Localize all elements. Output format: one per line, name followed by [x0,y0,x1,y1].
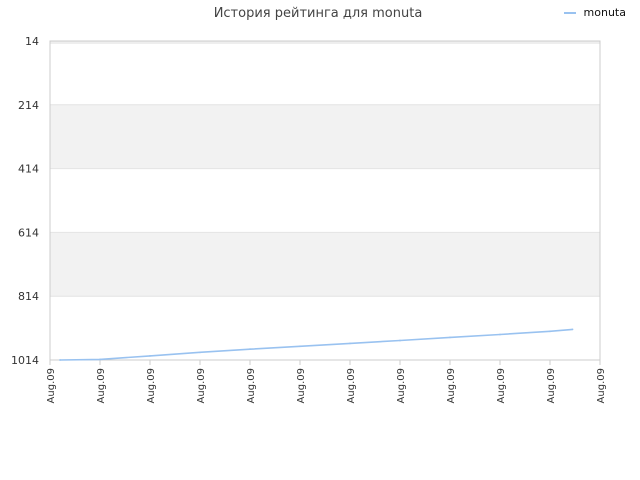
x-tick-label: Aug.09 [296,368,307,403]
x-tick-label: Aug.09 [346,368,357,403]
plot-band [50,296,600,360]
chart-title: История рейтинга для monuta [213,6,423,21]
x-tick-label: Aug.09 [196,368,207,403]
data-point [149,354,151,357]
data-point [299,345,301,348]
data-point [399,339,401,342]
data-point [59,359,61,361]
plot-band [50,232,600,297]
x-tick-label: Aug.09 [396,368,407,403]
x-tick-label: Aug.09 [446,368,457,403]
plot-band [50,104,600,169]
series-line [59,328,573,361]
legend-swatch [563,11,576,14]
plot-border [49,40,601,361]
data-point [499,333,501,336]
x-tick-label: Aug.09 [546,368,557,403]
plot-band [50,168,600,233]
x-tick-label: Aug.09 [146,368,157,403]
legend[interactable]: monuta [563,6,626,19]
data-point [549,330,551,333]
y-tick-label: 614 [18,226,39,239]
data-point [449,336,451,339]
data-point [571,328,574,331]
y-tick-label: 414 [18,163,39,176]
x-tick-label: Aug.09 [96,368,107,403]
data-point [249,348,251,351]
data-point [349,342,351,345]
plot-band [50,41,600,105]
plot-top-band [50,41,600,44]
x-tick-label: Aug.09 [46,368,57,403]
data-point [99,358,101,361]
y-tick-label: 214 [18,99,39,112]
x-tick-label: Aug.09 [496,368,507,403]
y-tick-label: 814 [18,290,39,303]
legend-label: monuta [583,6,626,19]
x-tick-label: Aug.09 [596,368,607,403]
x-tick-label: Aug.09 [246,368,257,403]
y-tick-label: 14 [25,35,39,48]
data-point [199,351,201,354]
y-tick-label: 1014 [11,354,39,367]
